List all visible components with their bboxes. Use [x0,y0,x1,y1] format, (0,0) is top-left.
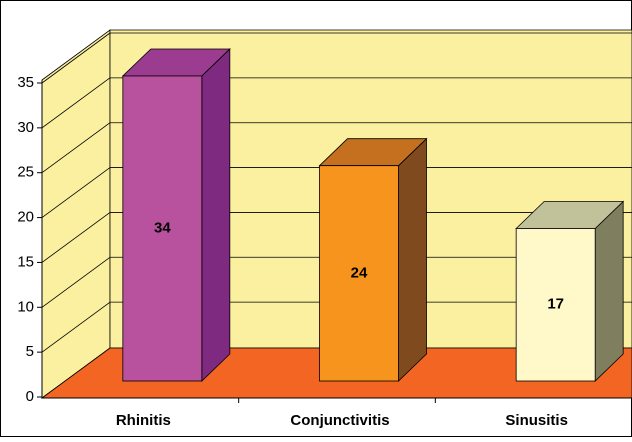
grid-line [41,256,111,308]
value-label: 17 [547,296,564,313]
bar [515,228,596,382]
grid-line [41,167,111,218]
bar [122,75,203,382]
bar-side [594,200,624,382]
x-tick-label: Conjunctivitis [290,412,389,429]
grid-line [41,212,111,263]
y-tick-label: 10 [17,298,34,315]
bar [319,165,399,382]
y-tick-label: 15 [17,253,34,270]
y-tick-label: 25 [17,164,34,181]
grid-line [41,32,111,84]
value-label: 24 [351,264,368,281]
grid-line [41,301,111,353]
bar-side [398,137,427,382]
grid-line [41,122,111,174]
grid-line [41,77,111,129]
y-tick-label: 30 [17,119,34,136]
y-tick-label: 20 [17,209,34,226]
x-tick-label: Rhinitis [116,412,171,429]
y-tick-label: 0 [26,388,34,405]
x-tick-label: Sinusitis [505,412,568,429]
y-tick-label: 5 [26,343,34,360]
bar-side [201,48,231,382]
value-label: 34 [154,219,171,236]
y-tick-label: 35 [17,74,34,91]
